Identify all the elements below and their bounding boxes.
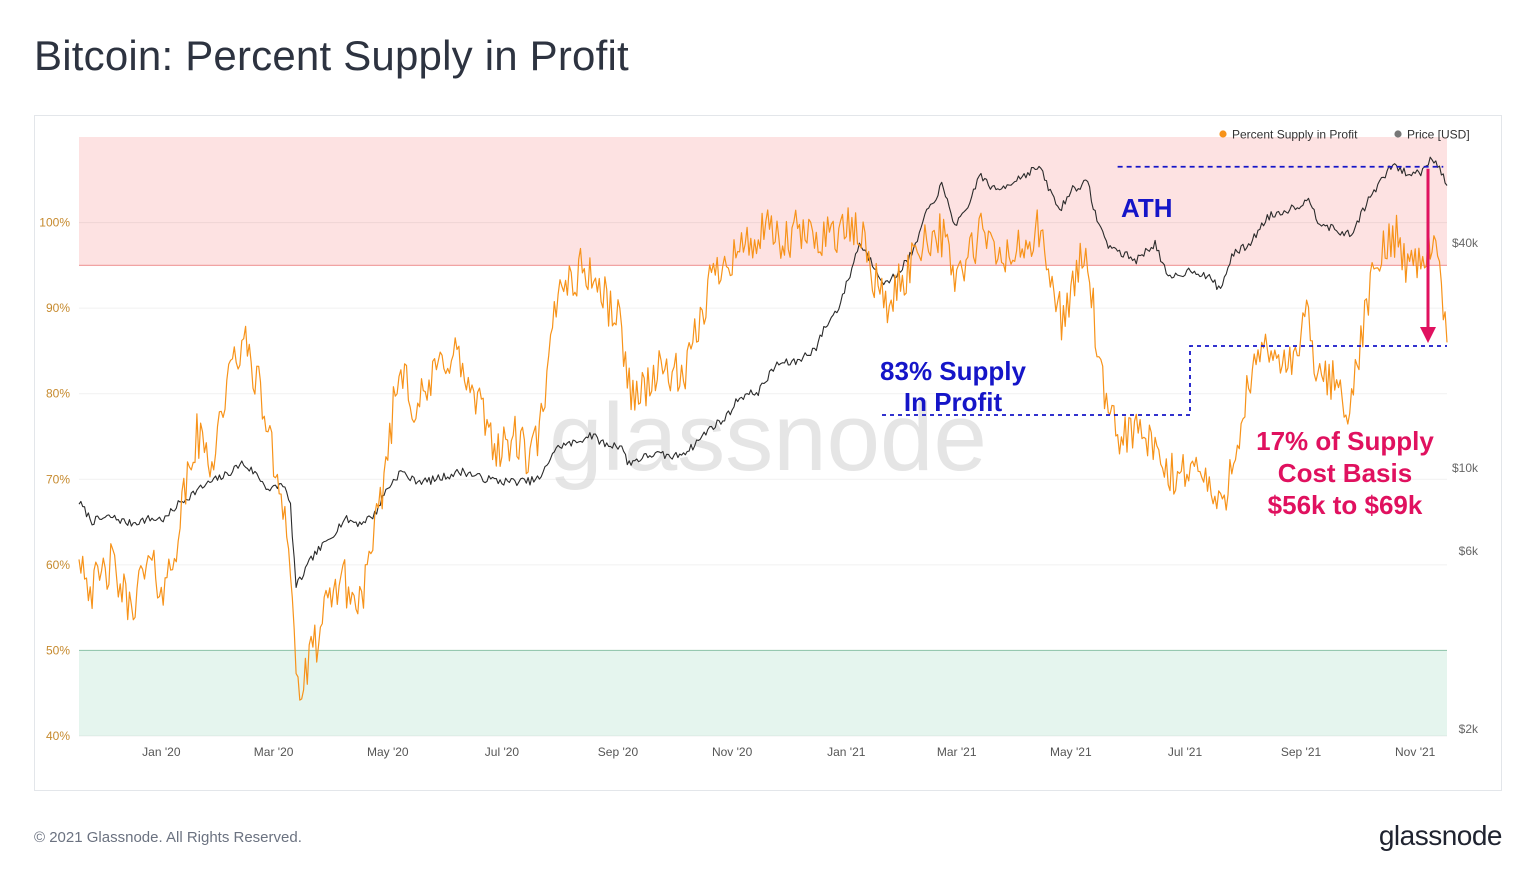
footer-copyright: © 2021 Glassnode. All Rights Reserved.: [34, 829, 302, 846]
lower-band: [79, 650, 1447, 736]
y-left-tick-label: 70%: [46, 472, 70, 486]
upper-band: [79, 137, 1447, 266]
y-left-tick-label: 100%: [39, 216, 70, 230]
x-tick-label: Jul '21: [1168, 745, 1203, 759]
x-tick-label: May '20: [367, 745, 409, 759]
legend-label: Percent Supply in Profit: [1232, 128, 1358, 142]
x-tick-label: Nov '21: [1395, 745, 1436, 759]
y-axis-right: $40k $10k $6k $2k: [1452, 236, 1479, 736]
x-tick-label: Jan '21: [827, 745, 866, 759]
y-left-tick-label: 90%: [46, 301, 70, 315]
supply-83-label-line1: 83% Supply: [880, 356, 1026, 386]
supply-series: [78, 207, 1448, 701]
x-tick-label: Mar '21: [937, 745, 977, 759]
ath-label: ATH: [1121, 193, 1173, 223]
x-tick-label: Nov '20: [712, 745, 753, 759]
legend: Percent Supply in Profit Price [USD]: [1219, 128, 1470, 142]
legend-marker: [1394, 130, 1402, 138]
x-axis: Jan '20 Mar '20 May '20 Jul '20 Sep '20 Nov '…: [142, 745, 1435, 759]
cost-basis-label-line1: 17% of Supply: [1256, 426, 1434, 456]
x-tick-label: Jul '20: [485, 745, 520, 759]
y-left-tick-label: 60%: [46, 558, 70, 572]
x-tick-label: Mar '20: [254, 745, 294, 759]
page-title: Bitcoin: Percent Supply in Profit: [34, 32, 629, 79]
x-tick-label: Sep '20: [598, 745, 639, 759]
chart-frame: [34, 115, 1502, 791]
price-series: [78, 156, 1448, 589]
supply-83-label-line2: In Profit: [904, 387, 1003, 417]
y-axis-left: 100% 90% 80% 70% 60% 50% 40%: [39, 216, 70, 743]
x-tick-label: Jan '20: [142, 745, 181, 759]
y-right-tick-label: $6k: [1459, 544, 1479, 558]
cost-basis-arrowhead: [1420, 327, 1436, 343]
watermark-text: glassnode: [549, 384, 987, 491]
cost-basis-label-line2: Cost Basis: [1278, 458, 1412, 488]
x-tick-label: May '21: [1050, 745, 1092, 759]
y-left-tick-label: 40%: [46, 729, 70, 743]
footer-logo[interactable]: glassnode: [1378, 820, 1503, 851]
x-tick-label: Sep '21: [1281, 745, 1322, 759]
profit-bands: [79, 137, 1447, 736]
y-left-tick-label: 50%: [46, 643, 70, 657]
legend-marker: [1219, 130, 1227, 138]
y-right-tick-label: $40k: [1452, 236, 1479, 250]
legend-label: Price [USD]: [1407, 128, 1470, 142]
cost-basis-label-line3: $56k to $69k: [1268, 490, 1423, 520]
supply-line: [78, 207, 1448, 701]
y-right-tick-label: $2k: [1459, 722, 1479, 736]
supply-83-dashed-line: [882, 345, 1447, 416]
y-left-tick-label: 80%: [46, 387, 70, 401]
price-line: [78, 156, 1448, 589]
y-right-tick-label: $10k: [1452, 461, 1479, 475]
